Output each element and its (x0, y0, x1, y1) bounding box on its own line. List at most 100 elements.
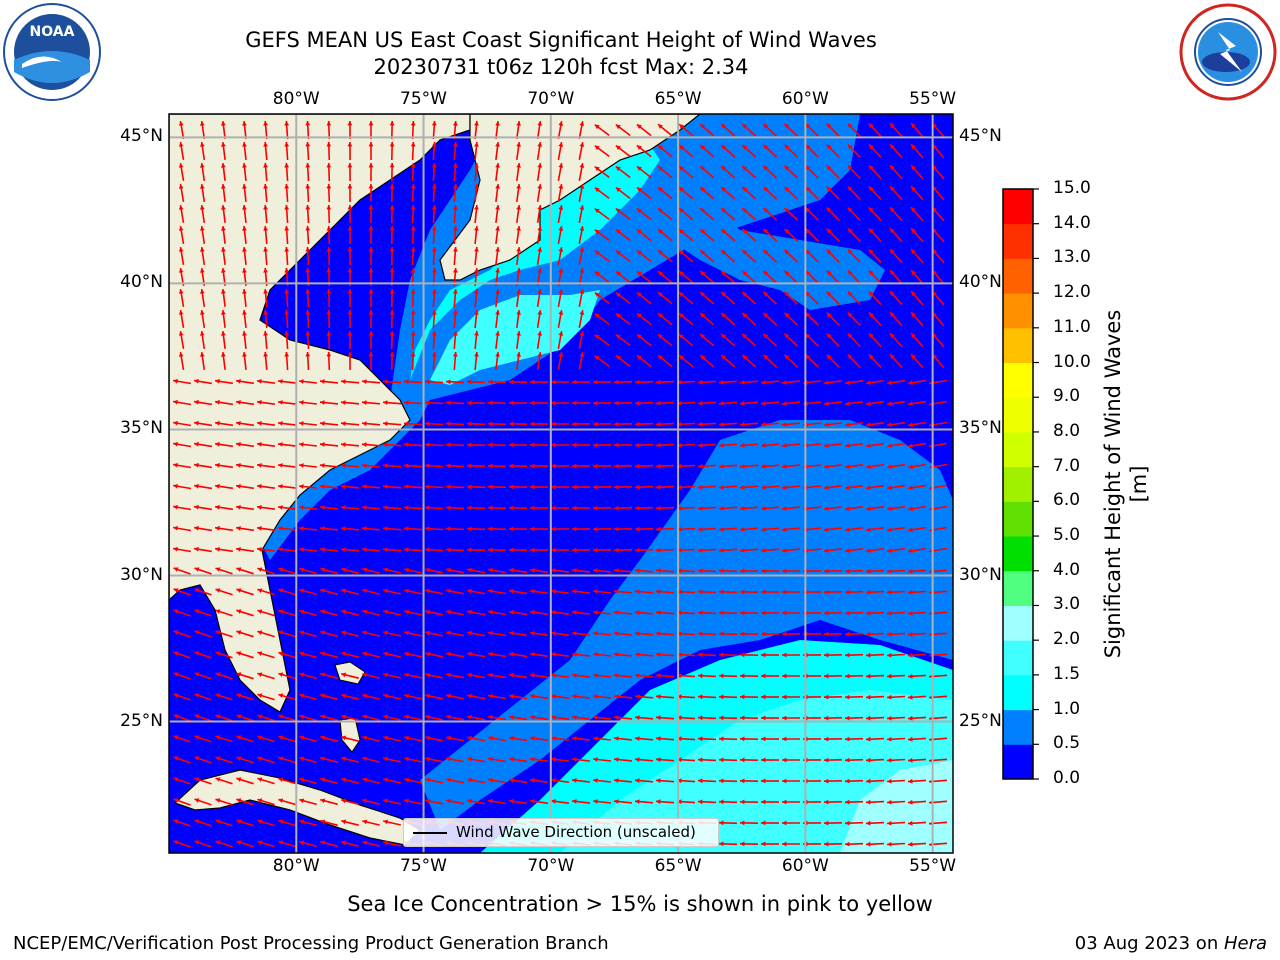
wave-direction-arrowhead (488, 379, 493, 385)
wave-direction-arrowhead (845, 485, 850, 490)
wave-direction-arrowhead (368, 247, 374, 252)
wave-direction-arrowhead (509, 588, 514, 594)
wave-direction-arrowhead (431, 247, 437, 252)
wave-direction-arrowhead (911, 186, 916, 192)
wave-direction-arrowhead (719, 736, 724, 742)
wave-direction-arrowhead (679, 229, 684, 234)
wave-direction-arrowhead (341, 798, 347, 804)
wave-direction-arrowhead (236, 840, 242, 845)
wave-direction-arrowhead (572, 484, 577, 490)
wave-direction-arrowhead (805, 291, 811, 297)
wave-direction-arrowhead (579, 163, 585, 168)
wave-direction-arrowhead (341, 463, 346, 468)
wave-direction-arrowhead (615, 271, 621, 277)
wave-direction-arrowhead (887, 757, 892, 763)
wave-direction-arrowhead (866, 548, 871, 553)
wave-direction-arrowhead (431, 310, 437, 315)
wave-direction-arrowhead (887, 380, 892, 386)
wave-direction-arrowhead (721, 208, 727, 213)
wave-direction-arrowhead (698, 715, 703, 721)
wave-direction-arrowhead (537, 226, 543, 231)
wave-direction-arrowhead (362, 756, 368, 762)
wave-direction-arrowhead (868, 354, 874, 360)
wave-direction-arrowhead (389, 142, 395, 147)
wave-direction-arrowhead (656, 610, 661, 616)
wave-direction-arrowhead (572, 400, 577, 406)
wave-direction-arrowhead (845, 652, 850, 658)
wave-direction-arrowhead (761, 799, 766, 805)
wave-direction-arrowhead (215, 819, 221, 824)
wave-direction-arrowhead (320, 756, 326, 762)
wave-direction-arrowhead (635, 400, 640, 406)
wave-direction-arrowhead (721, 187, 727, 192)
wave-direction-arrowhead (740, 631, 745, 637)
wave-direction-arrowhead (431, 331, 437, 336)
wave-direction-arrowhead (740, 694, 745, 700)
wave-direction-arrowhead (887, 464, 892, 470)
wave-direction-arrowhead (826, 207, 832, 213)
wave-direction-arrowhead (341, 547, 346, 552)
wave-direction-arrowhead (389, 289, 395, 294)
wave-direction-arrowhead (178, 121, 184, 126)
wave-direction-arrowhead (236, 693, 242, 698)
wave-direction-arrowhead (868, 291, 874, 297)
wave-direction-arrowhead (215, 567, 221, 572)
wave-direction-arrowhead (845, 422, 850, 427)
wave-direction-arrowhead (868, 270, 874, 276)
wave-direction-arrowhead (551, 421, 556, 427)
wave-direction-arrowhead (410, 205, 416, 210)
wave-direction-arrowhead (446, 651, 451, 657)
wave-direction-arrowhead (761, 422, 766, 427)
lat-tick-label-left: 35°N (120, 418, 163, 439)
wave-direction-arrowhead (742, 355, 748, 360)
wave-direction-arrowhead (178, 163, 184, 168)
wave-direction-arrowhead (530, 715, 535, 720)
wave-direction-arrowhead (784, 144, 790, 150)
wave-direction-arrowhead (719, 401, 724, 406)
wave-direction-arrowhead (257, 609, 263, 614)
wave-direction-arrowhead (740, 673, 745, 679)
wave-direction-arrowhead (572, 757, 577, 762)
wave-direction-arrowhead (594, 166, 600, 172)
wave-direction-arrowhead (551, 400, 556, 406)
wave-direction-arrowhead (679, 166, 684, 171)
wave-direction-arrowhead (425, 588, 430, 594)
wave-direction-arrowhead (263, 352, 268, 357)
wave-direction-arrowhead (320, 672, 326, 678)
wave-direction-arrowhead (845, 443, 850, 448)
wave-direction-arrowhead (615, 145, 621, 151)
wave-direction-arrowhead (908, 527, 913, 533)
wave-direction-arrowhead (679, 271, 684, 276)
wave-direction-arrowhead (467, 400, 472, 406)
wave-direction-arrowhead (742, 229, 748, 234)
colorbar-level-label: 14.0 (1053, 212, 1091, 233)
wave-direction-arrowhead (887, 610, 892, 616)
wave-direction-arrowhead (845, 841, 850, 847)
wave-direction-arrowhead (537, 289, 543, 294)
wave-direction-arrowhead (347, 142, 353, 147)
wave-direction-arrowhead (221, 247, 226, 252)
wave-direction-arrowhead (614, 610, 619, 615)
wave-direction-arrowhead (635, 442, 640, 448)
wave-direction-arrowhead (341, 714, 347, 720)
wave-direction-arrowhead (467, 484, 472, 490)
wave-direction-arrowhead (845, 380, 850, 385)
wave-direction-arrowhead (579, 184, 585, 189)
wave-direction-arrowhead (890, 270, 895, 276)
wave-direction-arrowhead (320, 442, 325, 447)
wave-direction-arrowhead (389, 247, 395, 252)
wave-direction-arrowhead (656, 421, 661, 427)
wave-direction-arrowhead (488, 735, 493, 741)
wave-direction-arrowhead (656, 778, 661, 784)
wave-direction-arrowhead (474, 226, 479, 231)
wave-direction-arrowhead (677, 589, 682, 595)
wave-direction-arrowhead (178, 289, 184, 294)
wave-direction-arrowhead (194, 693, 200, 698)
wave-direction-arrowhead (389, 163, 395, 168)
wave-direction-arrowhead (446, 735, 451, 741)
wave-direction-arrowhead (474, 352, 479, 357)
wave-direction-arrowhead (200, 163, 205, 168)
wave-direction-arrowhead (236, 567, 242, 572)
colorbar-title: Significant Height of Wind Waves [m] (1101, 309, 1151, 659)
wave-direction-arrowhead (341, 400, 346, 405)
